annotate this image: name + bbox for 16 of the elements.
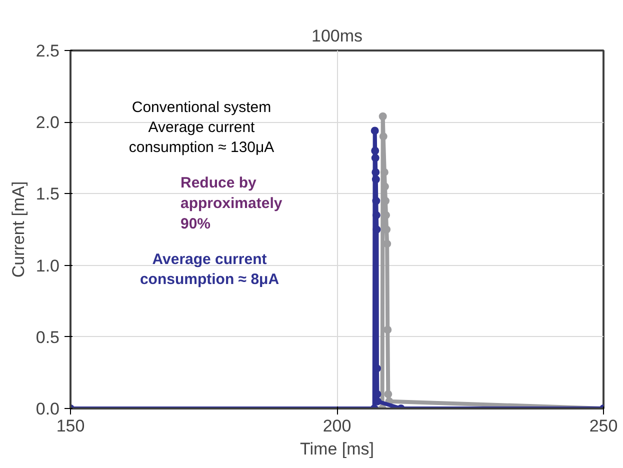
y-tick-label: 0.0 — [36, 400, 60, 418]
x-tick-label: 200 — [322, 416, 352, 436]
x-tick-label: 250 — [589, 416, 618, 436]
x-tick-label: 150 — [56, 416, 85, 436]
annotation: Average current consumption ≈ 130μA — [128, 118, 274, 156]
x-axis-title: Time [ms] — [300, 440, 374, 458]
y-tick-label: 2.0 — [36, 113, 60, 132]
y-tick-label: 2.5 — [36, 42, 60, 60]
y-tick-label: 1.5 — [36, 184, 60, 204]
annotation: Conventional system — [132, 99, 272, 116]
annotation: Reduce by approximately 90% — [180, 174, 283, 232]
y-tick-label: 0.5 — [36, 328, 60, 347]
annotation: Average current consumption ≈ 8μA — [140, 250, 280, 288]
y-tick-label: 1.0 — [36, 256, 60, 276]
y-axis-title: Current [mA] — [8, 181, 28, 278]
text: 100ms — [311, 26, 363, 46]
